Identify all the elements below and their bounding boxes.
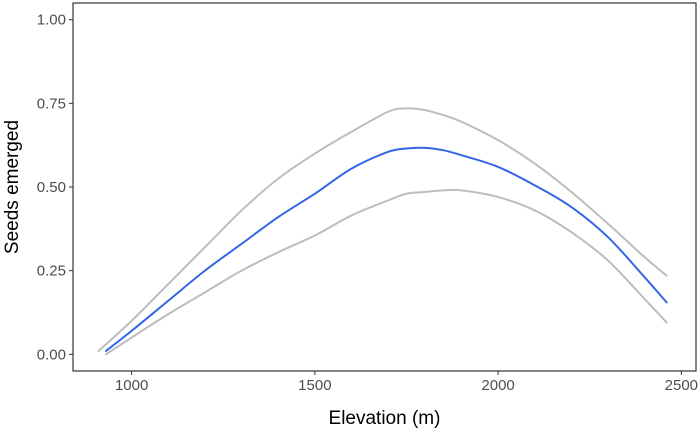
fit-line-layer bbox=[104, 146, 668, 352]
y-tick-label: 1.00 bbox=[37, 12, 66, 29]
y-tick-label: 0.25 bbox=[37, 263, 66, 280]
y-axis: 0.00 0.25 0.50 0.75 1.00 bbox=[37, 12, 73, 363]
lower-confidence-line bbox=[104, 188, 668, 356]
x-tick-label: 1500 bbox=[298, 377, 331, 394]
y-tick-label: 0.00 bbox=[37, 346, 66, 363]
x-tick-label: 2000 bbox=[481, 377, 514, 394]
x-axis: 1000 1500 2000 2500 bbox=[115, 371, 698, 394]
x-tick-label: 1000 bbox=[115, 377, 148, 394]
upper-confidence-line bbox=[97, 107, 668, 352]
x-axis-title: Elevation (m) bbox=[329, 408, 441, 429]
y-tick-label: 0.75 bbox=[37, 95, 66, 112]
fit-line bbox=[104, 146, 668, 352]
y-axis-title: Seeds emerged bbox=[2, 120, 23, 254]
x-tick-label: 2500 bbox=[665, 377, 698, 394]
confidence-band-layer bbox=[97, 107, 668, 356]
y-tick-label: 0.50 bbox=[37, 179, 66, 196]
